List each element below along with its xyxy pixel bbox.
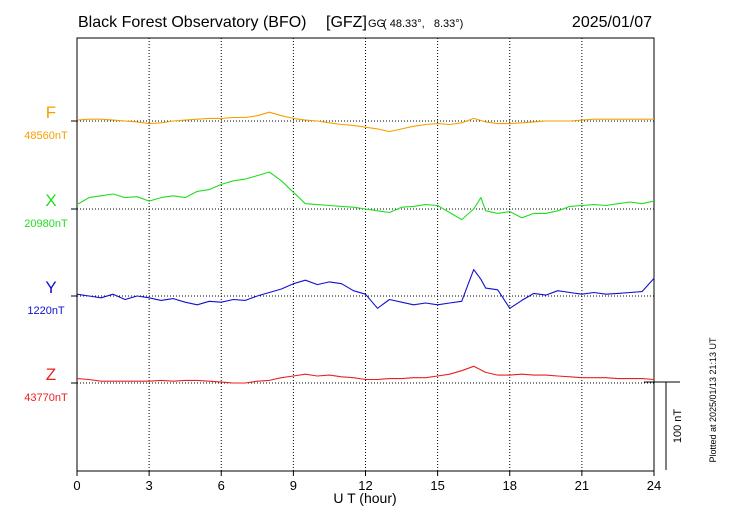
series-line-y (76, 269, 655, 309)
baselines (71, 120, 654, 384)
series-name-f: F (46, 103, 56, 122)
x-tick-label: 24 (647, 478, 661, 493)
baseline-label-f: 48560nT (24, 130, 68, 142)
x-axis-ticks: 0 3 6 9 12 15 18 21 24 (73, 471, 661, 493)
series-lines (76, 111, 655, 384)
scale-bar: 100 nT (644, 381, 684, 470)
plotted-note: Plotted at 2025/01/13 21:13 UT (708, 337, 718, 463)
coords-prefix: GG (368, 18, 385, 30)
x-tick-label: 21 (575, 478, 589, 493)
series-name-z: Z (46, 365, 56, 384)
series-line-x (76, 171, 655, 221)
series-name-x: X (45, 191, 56, 210)
x-tick-label: 0 (73, 478, 80, 493)
series-labels: F 48560nT X 20980nT Y 1220nT Z 43770nT (24, 103, 68, 404)
x-tick-label: 9 (290, 478, 297, 493)
baseline-label-y: 1220nT (27, 305, 65, 317)
x-tick-label: 6 (218, 478, 225, 493)
baseline-label-x: 20980nT (24, 218, 68, 230)
x-tick-label: 18 (503, 478, 517, 493)
institute-label: [GFZ] (326, 14, 367, 31)
station-coords: ( 48.33°, 8.33°) (383, 18, 463, 30)
chart-date: 2025/01/07 (572, 14, 652, 31)
chart-title: Black Forest Observatory (BFO) (78, 14, 307, 31)
scale-bar-label: 100 nT (672, 409, 684, 444)
x-tick-label: 12 (358, 478, 372, 493)
x-axis-label: U T (hour) (333, 490, 396, 506)
series-line-z (76, 365, 655, 384)
vertical-grid (148, 38, 583, 471)
baseline-label-z: 43770nT (24, 392, 68, 404)
series-name-y: Y (45, 278, 56, 297)
series-line-f (76, 111, 654, 133)
x-tick-label: 15 (430, 478, 444, 493)
x-tick-label: 3 (146, 478, 153, 493)
